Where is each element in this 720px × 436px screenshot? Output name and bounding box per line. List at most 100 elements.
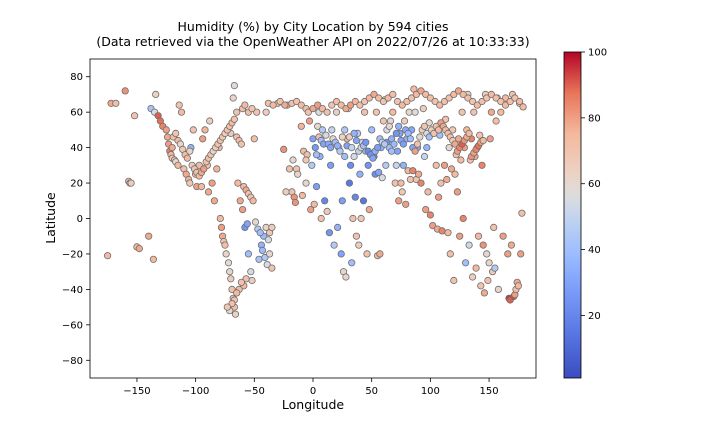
- city-point: [486, 135, 494, 143]
- city-point: [237, 140, 245, 148]
- city-point: [419, 105, 427, 113]
- city-point: [244, 250, 252, 258]
- city-point: [312, 151, 321, 159]
- city-point: [393, 97, 402, 106]
- city-point: [417, 179, 425, 187]
- city-point: [479, 136, 487, 145]
- city-point: [440, 161, 449, 169]
- city-point: [514, 282, 523, 290]
- city-point: [228, 285, 236, 293]
- city-point: [420, 152, 429, 161]
- city-point: [441, 115, 450, 123]
- city-point: [518, 209, 526, 217]
- city-point: [256, 229, 264, 237]
- city-point: [349, 214, 357, 223]
- city-point: [362, 138, 370, 146]
- city-point: [356, 170, 364, 178]
- city-point: [464, 94, 472, 102]
- city-point: [425, 119, 433, 127]
- y-tick-label: −60: [62, 320, 83, 331]
- city-point: [398, 188, 406, 196]
- city-point: [305, 117, 314, 125]
- city-point: [200, 165, 208, 173]
- city-point: [372, 108, 380, 116]
- city-point: [342, 105, 350, 113]
- city-point: [389, 108, 397, 116]
- city-point: [121, 87, 129, 95]
- city-point: [445, 144, 453, 152]
- city-point: [373, 144, 382, 152]
- city-point: [453, 188, 461, 196]
- city-point: [201, 126, 209, 134]
- city-point: [389, 90, 397, 99]
- city-point: [402, 200, 410, 208]
- chart-title-line2: (Data retrieved via the OpenWeather API …: [96, 34, 529, 49]
- city-point: [393, 147, 402, 155]
- city-point: [356, 101, 364, 109]
- y-tick-label: 40: [70, 143, 83, 154]
- city-point: [199, 135, 207, 143]
- city-point: [338, 133, 346, 141]
- city-point: [444, 229, 452, 237]
- city-point: [309, 105, 317, 113]
- city-point: [318, 105, 326, 113]
- city-point: [468, 273, 477, 281]
- city-point: [268, 223, 276, 231]
- city-point: [476, 131, 484, 139]
- city-point: [382, 161, 390, 169]
- city-point: [375, 94, 383, 102]
- city-point: [338, 197, 346, 205]
- city-point: [243, 220, 251, 228]
- x-tick-label: 0: [310, 386, 316, 397]
- city-point: [330, 241, 338, 249]
- y-axis-ticks: −80 −60 −40 −20 0 20 40 60 80: [62, 72, 90, 367]
- city-point: [233, 108, 241, 116]
- city-point: [326, 144, 335, 152]
- city-point: [311, 144, 319, 152]
- city-point: [422, 206, 430, 214]
- city-point: [457, 156, 465, 164]
- city-point: [501, 101, 510, 109]
- x-tick-label: −50: [244, 386, 265, 397]
- city-point: [446, 250, 454, 258]
- city-point: [504, 250, 512, 258]
- city-point: [223, 303, 231, 311]
- city-point: [291, 198, 299, 207]
- city-point: [264, 236, 272, 244]
- city-point: [280, 145, 288, 153]
- city-point: [269, 101, 277, 109]
- city-point: [250, 135, 258, 143]
- city-point: [412, 90, 420, 99]
- city-point: [458, 108, 466, 116]
- city-point: [302, 179, 310, 187]
- city-point: [131, 112, 139, 120]
- y-tick-label: 0: [77, 214, 83, 225]
- city-point: [298, 191, 306, 200]
- city-point: [468, 97, 477, 106]
- city-point: [186, 179, 194, 187]
- city-point: [261, 253, 269, 262]
- city-point: [321, 197, 329, 205]
- city-point: [515, 97, 524, 106]
- city-point: [332, 108, 341, 116]
- city-point: [326, 161, 335, 169]
- city-point: [127, 179, 135, 187]
- city-point: [310, 200, 318, 208]
- city-point: [342, 273, 350, 281]
- colorbar-tick-label: 60: [588, 179, 601, 190]
- city-point: [317, 214, 325, 223]
- city-point: [445, 94, 453, 102]
- city-point: [385, 122, 393, 130]
- y-tick-label: −40: [62, 285, 83, 296]
- city-point: [276, 97, 284, 106]
- city-point: [478, 97, 486, 106]
- city-point: [204, 188, 213, 196]
- city-point: [177, 108, 186, 116]
- x-tick-label: 50: [365, 386, 378, 397]
- city-point: [297, 101, 305, 109]
- city-point: [399, 140, 407, 148]
- city-point: [473, 101, 481, 109]
- city-point: [294, 170, 302, 178]
- city-point: [241, 101, 249, 109]
